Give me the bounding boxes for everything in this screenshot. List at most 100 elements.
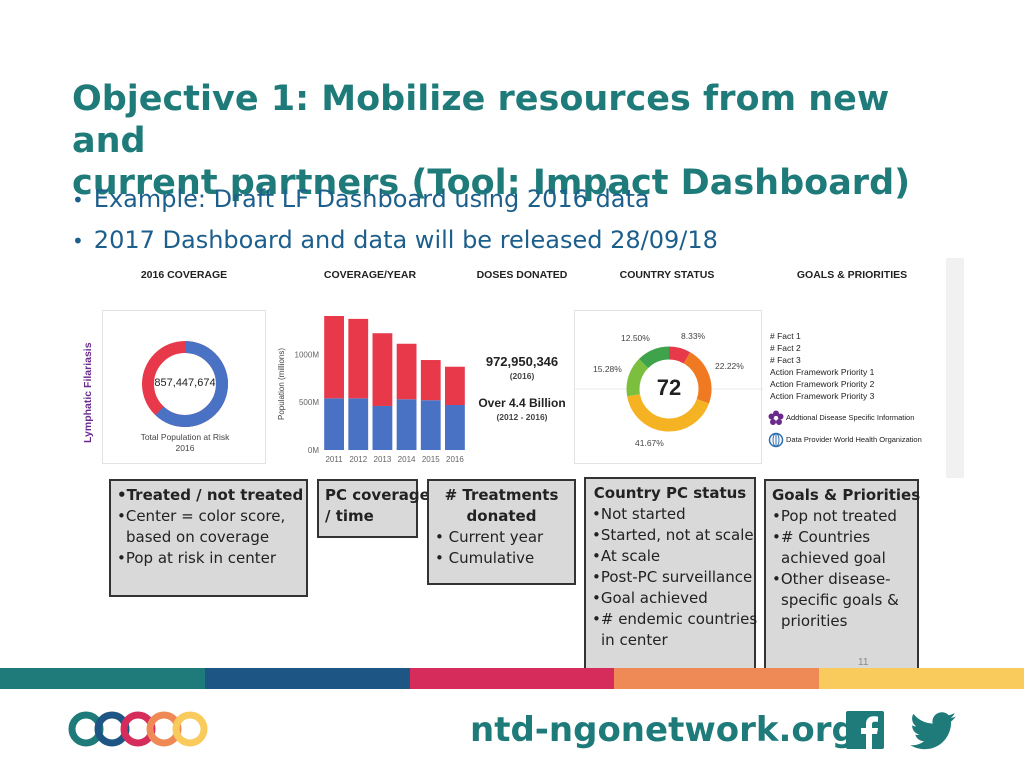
status-label-2222: 22.22% (715, 361, 744, 371)
ntd-network-logo[interactable] (68, 709, 208, 749)
country-status-donut (575, 346, 763, 432)
callout-item: • Current year (435, 528, 544, 546)
coverage-treated-arc (142, 341, 228, 427)
callout-item: •Started, not at scale (592, 526, 754, 544)
callout-treatments-heading-1: # Treatments (444, 486, 559, 504)
header-goals: GOALS & PRIORITIES (796, 269, 908, 281)
goal-item: Action Framework Priority 2 (770, 379, 875, 389)
color-bar (409, 668, 615, 689)
footer-url[interactable]: ntd-ngonetwork.org (470, 710, 856, 750)
status-slice (668, 346, 691, 364)
callout-coverage: •Treated / not treated •Center = color s… (109, 479, 308, 597)
callout-goals-heading: Goals & Priorities (772, 486, 921, 504)
chart-bar-not-treated (445, 366, 465, 406)
goals-list: # Fact 1 # Fact 2 # Fact 3 Action Framew… (770, 330, 874, 402)
chart-bar-not-treated (348, 318, 369, 399)
callout-country-heading: Country PC status (593, 484, 747, 502)
chart-bar-treated (348, 398, 369, 450)
chart-ytick-label: 500M (299, 398, 319, 407)
bullet-list: • Example: Draft LF Dashboard using 2016 … (72, 182, 718, 264)
callout-coverage-heading: •Treated / not treated (117, 486, 304, 504)
doses-cumulative-years: (2012 - 2016) (496, 412, 548, 422)
chart-xtick-label: 2013 (374, 455, 392, 464)
coverage-year-chart: Population (millions) 0M 500M 1000M 2011 2012… (277, 316, 465, 464)
status-slice (683, 352, 712, 404)
header-coverage: 2016 COVERAGE (140, 269, 228, 281)
bullet-item: • 2017 Dashboard and data will be release… (72, 226, 718, 254)
chart-bar-treated (445, 405, 465, 450)
chart-bar-treated (396, 399, 417, 450)
status-label-4167: 41.67% (635, 438, 664, 448)
twitter-icon[interactable] (910, 712, 956, 750)
header-country-status: COUNTRY STATUS (619, 269, 715, 281)
chart-ytick-label: 0M (308, 446, 319, 455)
page-number: 11 (858, 657, 869, 668)
callout-pc-heading-1: PC coverage (325, 486, 430, 504)
status-label-1528: 15.28% (593, 364, 622, 374)
goal-item: Action Framework Priority 1 (770, 367, 875, 377)
country-status-panel: 72 12.50% 8.33% 22.22% 15.28% 41.67% (574, 310, 763, 464)
facebook-icon[interactable] (846, 711, 884, 749)
color-bar (614, 668, 820, 689)
callout-item: specific goals & (781, 591, 899, 609)
callout-treatments: # Treatments donated • Current year • Cu… (427, 479, 576, 585)
callout-pc-heading-2: / time (325, 507, 374, 525)
who-logo-icon (768, 432, 784, 448)
chart-ytick-label: 1000M (295, 350, 320, 359)
callout-item: •Center = color score, (117, 507, 286, 525)
chart-xtick-label: 2016 (446, 455, 464, 464)
callout-item: •# endemic countries (592, 610, 758, 628)
header-coverage-year: COVERAGE/YEAR (323, 269, 417, 281)
additional-info-text: Addtional Disease Specific Information (786, 413, 915, 422)
bullet-item: • Example: Draft LF Dashboard using 2016 … (72, 185, 650, 213)
chart-bar-not-treated (420, 360, 441, 401)
goal-item: # Fact 3 (770, 355, 801, 365)
chart-bar-treated (372, 405, 393, 450)
chart-xtick-label: 2012 (349, 455, 367, 464)
callout-item: achieved goal (781, 549, 886, 567)
dashboard-scrollbar (946, 258, 964, 478)
chart-bar-treated (420, 400, 441, 450)
coverage-panel: 857,447,674 Total Population at Risk 201… (102, 310, 266, 464)
chart-ylabel: Population (millions) (277, 348, 286, 420)
goal-item: # Fact 2 (770, 343, 801, 353)
disease-label: Lymphatic Filariasis (82, 342, 94, 443)
title-line-1: Objective 1: Mobilize resources from new… (72, 79, 890, 161)
callout-treatments-heading-2: donated (466, 507, 537, 525)
status-slice (626, 358, 649, 397)
status-donut-center (640, 360, 698, 418)
coverage-caption-year: 2016 (175, 443, 195, 453)
country-status-center-value: 72 (656, 375, 682, 400)
chart-xtick-label: 2014 (398, 455, 416, 464)
callout-item: •Not started (592, 505, 686, 523)
color-bar (819, 668, 1024, 689)
status-label-1250: 12.50% (621, 333, 650, 343)
dashboard-screenshot: 2016 COVERAGE COVERAGE/YEAR DOSES DONATE… (72, 258, 964, 478)
title-line-2: current partners (Tool: Impact Dashboard… (72, 163, 911, 203)
coverage-value: 857,447,674 (154, 377, 216, 389)
status-label-833: 8.33% (681, 331, 706, 341)
callout-country-pc: Country PC status •Not started •Started,… (584, 477, 758, 670)
callout-goals: Goals & Priorities •Pop not treated •# C… (764, 479, 921, 670)
logo-ring (172, 711, 208, 747)
callout-item: based on coverage (126, 528, 270, 546)
flower-icon (768, 410, 784, 425)
callout-item: •Other disease- (772, 570, 891, 588)
chart-bar-treated (324, 398, 344, 450)
goal-item: # Fact 1 (770, 331, 801, 341)
callout-item: • Cumulative (435, 549, 535, 567)
callout-item: •# Countries (772, 528, 871, 546)
callout-item: •Goal achieved (592, 589, 708, 607)
goal-item: Action Framework Priority 3 (770, 391, 875, 401)
chart-bar-not-treated (324, 316, 344, 399)
status-slice (638, 346, 670, 369)
callout-item: •Post-PC surveillance (592, 568, 753, 586)
coverage-donut (142, 341, 228, 427)
chart-xtick-label: 2015 (422, 455, 440, 464)
callout-item: •Pop not treated (772, 507, 897, 525)
callout-item: •Pop at risk in center (117, 549, 276, 567)
slide-title: Objective 1: Mobilize resources from new… (72, 78, 972, 204)
color-bar (204, 668, 410, 689)
doses-cumulative-value: Over 4.4 Billion (478, 396, 566, 410)
chart-bar-not-treated (396, 343, 417, 400)
